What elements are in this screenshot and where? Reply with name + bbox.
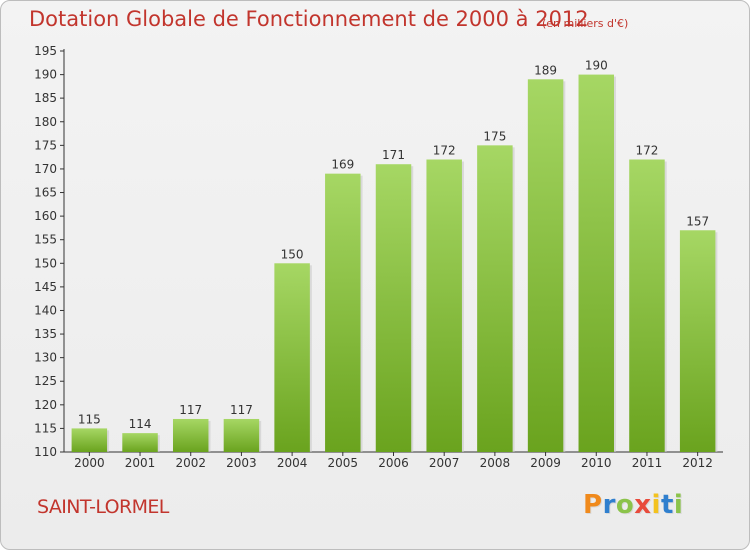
y-tick-label: 145 <box>34 280 57 294</box>
logo-letter: P <box>583 490 603 520</box>
bar <box>477 145 513 452</box>
bar-value-label: 171 <box>382 148 405 162</box>
bar <box>375 164 412 453</box>
y-tick-label: 170 <box>34 162 57 176</box>
bar <box>578 74 615 453</box>
bar <box>325 173 361 453</box>
x-tick-label: 2008 <box>480 456 511 470</box>
bar-value-label: 114 <box>129 417 152 431</box>
y-tick-label: 135 <box>34 327 57 341</box>
bar <box>71 428 108 452</box>
y-tick-label: 140 <box>34 303 57 317</box>
bar-value-label: 175 <box>483 129 506 143</box>
bar <box>629 159 665 452</box>
x-tick-label: 2007 <box>429 456 460 470</box>
y-tick-label: 130 <box>34 351 57 365</box>
bar-value-label: 117 <box>230 403 253 417</box>
x-tick-label: 2004 <box>277 456 308 470</box>
logo-letter: o <box>615 490 635 520</box>
y-tick-label: 150 <box>34 256 57 270</box>
y-tick-label: 175 <box>34 138 57 152</box>
y-tick-label: 195 <box>34 44 57 58</box>
y-tick-label: 160 <box>34 209 57 223</box>
bar-value-label: 169 <box>331 158 354 172</box>
bar <box>426 159 462 452</box>
x-tick-label: 2009 <box>530 456 561 470</box>
y-tick-label: 180 <box>34 115 57 129</box>
bar-value-label: 172 <box>433 144 456 158</box>
bar-value-label: 189 <box>534 63 557 77</box>
logo-letter: t <box>660 490 674 520</box>
x-tick-label: 2002 <box>175 456 206 470</box>
y-tick-label: 115 <box>34 421 57 435</box>
logo-letter: i <box>651 490 661 520</box>
x-tick-label: 2011 <box>632 456 663 470</box>
bar <box>172 418 209 452</box>
bar-value-label: 190 <box>585 59 608 73</box>
x-tick-label: 2006 <box>378 456 409 470</box>
x-tick-label: 2010 <box>581 456 612 470</box>
x-tick-label: 2005 <box>328 456 359 470</box>
y-tick-label: 185 <box>34 91 57 105</box>
bar <box>679 230 716 452</box>
y-tick-label: 155 <box>34 233 57 247</box>
bar <box>527 79 564 453</box>
y-tick-label: 125 <box>34 374 57 388</box>
bar-value-label: 117 <box>179 403 202 417</box>
bar-value-label: 115 <box>78 412 101 426</box>
bar-value-label: 150 <box>281 247 304 261</box>
y-tick-label: 165 <box>34 186 57 200</box>
chart-title: Dotation Globale de Fonctionnement de 20… <box>29 7 589 31</box>
proxiti-logo: Proxiti <box>583 490 683 520</box>
x-tick-label: 2001 <box>125 456 156 470</box>
x-tick-label: 2000 <box>74 456 105 470</box>
bar <box>274 263 310 452</box>
town-name: SAINT-LORMEL <box>37 496 169 518</box>
bar-value-label: 157 <box>686 214 709 228</box>
y-tick-label: 120 <box>34 398 57 412</box>
chart-unit-note: (en milliers d'€) <box>542 17 629 30</box>
bar-value-label: 172 <box>636 144 659 158</box>
bar <box>122 433 158 452</box>
y-tick-label: 190 <box>34 68 57 82</box>
logo-letter: r <box>602 490 616 520</box>
x-tick-label: 2003 <box>226 456 257 470</box>
y-tick-label: 110 <box>34 445 57 459</box>
x-tick-label: 2012 <box>682 456 713 470</box>
bar <box>223 418 260 452</box>
logo-letter: x <box>634 490 652 520</box>
logo-letter: i <box>673 490 684 520</box>
